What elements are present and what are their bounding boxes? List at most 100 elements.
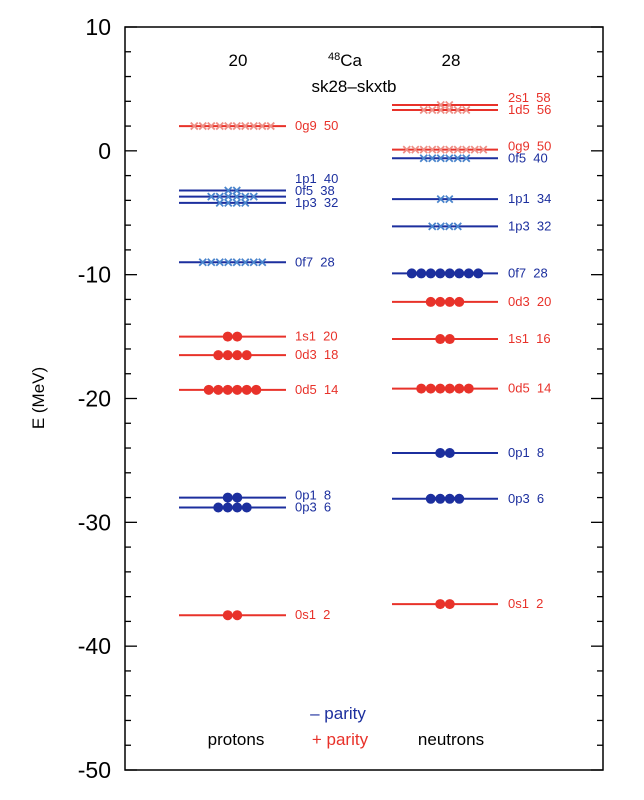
neutrons-occupied-dot: [425, 268, 436, 279]
neutrons-empty-mark: [436, 194, 445, 204]
protons-label: protons: [208, 730, 265, 749]
protons-empty-mark: [266, 121, 275, 131]
protons-occupied-dot: [222, 492, 233, 503]
neutrons-empty-mark: [419, 154, 428, 163]
neutrons-level-label: 1p1 34: [508, 191, 551, 206]
protons-occupied-dot: [222, 384, 233, 395]
neutrons-empty-mark: [453, 222, 462, 231]
neutrons-occupied-dot: [425, 296, 436, 307]
neutrons-occupied-dot: [425, 383, 436, 394]
interaction-name: sk28–skxtb: [311, 77, 396, 96]
neutron-number: 28: [442, 51, 461, 70]
neutrons-empty-mark: [411, 145, 420, 154]
neutrons-label: neutrons: [418, 730, 484, 749]
protons-empty-mark: [258, 121, 267, 131]
neutrons-occupied-dot: [425, 493, 436, 504]
protons-occupied-dot: [241, 502, 252, 513]
protons-level-label: 0f7 28: [295, 254, 335, 269]
neutrons-occupied-dot: [444, 599, 455, 610]
neutrons-empty-mark: [479, 145, 488, 154]
neutrons-empty-mark: [462, 154, 471, 163]
neutrons-occupied-dot: [406, 268, 417, 279]
y-tick-label: 10: [85, 14, 111, 40]
neutrons-occupied-dot: [444, 296, 455, 307]
neutrons-occupied-dot: [435, 599, 446, 610]
y-tick-label: 0: [98, 138, 111, 164]
neutrons-occupied-dot: [435, 493, 446, 504]
neutrons-occupied-dot: [435, 268, 446, 279]
neutrons-occupied-dot: [473, 268, 484, 279]
protons-empty-mark: [249, 192, 258, 201]
nucleus-symbol: Ca: [340, 51, 362, 70]
neutrons-empty-mark: [419, 105, 428, 115]
y-tick-label: -30: [78, 509, 111, 535]
protons-empty-mark: [224, 121, 233, 131]
protons-occupied-dot: [203, 384, 214, 395]
neutrons-empty-mark: [436, 222, 445, 231]
neutrons-level-label: 0d5 14: [508, 381, 551, 396]
protons-level-label: 1p1 40: [295, 171, 338, 186]
neutrons-occupied-dot: [435, 296, 446, 307]
neutrons-occupied-dot: [416, 268, 427, 279]
protons-empty-mark: [249, 121, 258, 131]
protons-occupied-dot: [213, 384, 224, 395]
protons-level-label: 0p1 8: [295, 487, 331, 502]
proton-number: 20: [229, 51, 248, 70]
nucleus-title: 48Ca: [328, 51, 363, 70]
neutrons-empty-mark: [436, 145, 445, 154]
neutrons-empty-mark: [470, 145, 479, 154]
neutrons-occupied-dot: [435, 334, 446, 345]
protons-occupied-dot: [222, 610, 233, 621]
protons-occupied-dot: [232, 350, 243, 361]
protons-empty-mark: [224, 192, 233, 201]
protons-occupied-dot: [222, 331, 233, 342]
protons-level-label: 0g9 50: [295, 118, 338, 133]
neutrons-level-label: 2s1 58: [508, 90, 551, 105]
neutrons-empty-mark: [445, 222, 454, 231]
protons-empty-mark: [215, 192, 224, 201]
protons-occupied-dot: [232, 384, 243, 395]
legend-minus-parity: – parity: [310, 704, 366, 723]
y-tick-label: -40: [78, 633, 111, 659]
protons-empty-mark: [258, 258, 267, 267]
neutrons-occupied-dot: [463, 268, 474, 279]
neutrons-level-label: 1p3 32: [508, 218, 551, 233]
protons-occupied-dot: [222, 502, 233, 513]
protons-occupied-dot: [241, 350, 252, 361]
protons-empty-mark: [232, 198, 241, 207]
protons-occupied-dot: [251, 384, 262, 395]
protons-empty-mark: [224, 198, 233, 207]
neutrons-occupied-dot: [444, 268, 455, 279]
neutrons-empty-mark: [428, 145, 437, 154]
protons-occupied-dot: [232, 502, 243, 513]
protons-occupied-dot: [232, 331, 243, 342]
y-axis-title: E (MeV): [29, 367, 48, 429]
protons-empty-mark: [215, 198, 224, 207]
protons-empty-mark: [198, 121, 207, 131]
protons-empty-mark: [241, 198, 250, 207]
neutrons-occupied-dot: [435, 383, 446, 394]
protons-empty-mark: [232, 186, 241, 195]
neutrons-empty-mark: [428, 222, 437, 231]
protons-empty-mark: [241, 121, 250, 131]
protons-level-label: 0d5 14: [295, 382, 338, 397]
neutrons-occupied-dot: [454, 493, 465, 504]
neutrons-empty-mark: [436, 154, 445, 163]
protons-occupied-dot: [232, 492, 243, 503]
protons-occupied-dot: [213, 502, 224, 513]
protons-empty-mark: [232, 121, 241, 131]
neutrons-empty-mark: [402, 145, 411, 154]
protons-empty-mark: [198, 258, 207, 267]
neutrons-empty-mark: [428, 105, 437, 115]
neutrons-empty-mark: [453, 145, 462, 154]
y-tick-label: -50: [78, 757, 111, 783]
neutrons-occupied-dot: [454, 268, 465, 279]
protons-level-label: 0p3 6: [295, 499, 331, 514]
neutrons-empty-mark: [445, 194, 454, 204]
neutrons-level-label: 0d3 20: [508, 294, 551, 309]
protons-occupied-dot: [213, 350, 224, 361]
protons-empty-mark: [224, 258, 233, 267]
protons-empty-mark: [249, 258, 258, 267]
